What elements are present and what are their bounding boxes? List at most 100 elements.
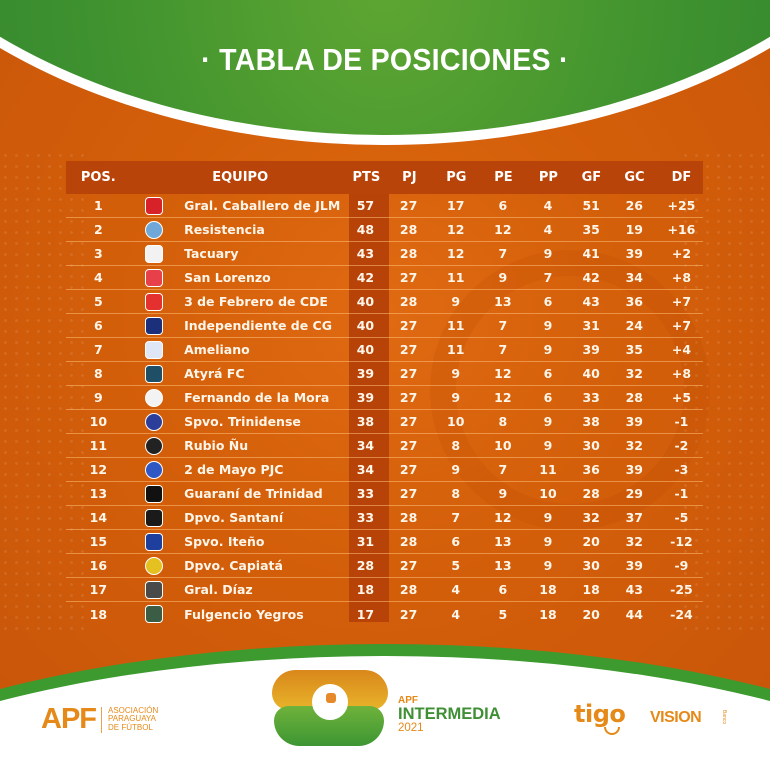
pts-cell: 40 <box>356 294 375 309</box>
team-name-cell: Rubio Ñu <box>184 438 249 453</box>
pj-cell: 28 <box>399 534 418 549</box>
tacuary-crest-icon <box>145 244 164 263</box>
fulgencio-yegros-crest-icon <box>145 605 164 623</box>
pp-cell: 4 <box>543 198 553 213</box>
pj-cell: 27 <box>399 606 418 622</box>
apf-line1: ASOCIACIÓN <box>108 705 159 715</box>
pg-cell: 11 <box>447 342 465 357</box>
pts-cell: 57 <box>356 198 375 213</box>
position-cell: 18 <box>89 606 108 622</box>
position-cell: 15 <box>89 534 108 549</box>
table-row: 14 Dpvo. Santaní 33 28 7 12 9 32 37 -5 <box>66 506 703 530</box>
position-cell: 17 <box>89 582 108 597</box>
team-logo-cell <box>138 484 171 503</box>
gc-cell: 43 <box>625 582 643 597</box>
team-name-cell: Gral. Caballero de JLM <box>184 198 341 213</box>
team-name-cell: Dpvo. Capiatá <box>184 558 283 573</box>
gc-cell: 39 <box>625 414 643 429</box>
pj-cell: 27 <box>399 390 418 405</box>
pj-cell: 27 <box>399 318 418 333</box>
gf-cell: 30 <box>582 558 600 573</box>
pg-cell: 9 <box>451 390 461 405</box>
table-row: 10 Spvo. Trinidense 38 27 10 8 9 38 39 -1 <box>66 410 703 434</box>
gf-cell: 38 <box>582 414 600 429</box>
team-logo-cell <box>138 436 171 455</box>
pp-cell: 9 <box>543 318 553 333</box>
table-header-row: POS. EQUIPO PTS PJ PG PE PP GF GC DF <box>66 161 703 194</box>
gf-cell: 28 <box>582 486 600 501</box>
position-cell: 9 <box>94 390 103 405</box>
table-row: 12 2 de Mayo PJC 34 27 9 7 11 36 39 -3 <box>66 458 703 482</box>
table-row: 8 Atyrá FC 39 27 9 12 6 40 32 +8 <box>66 362 703 386</box>
pg-cell: 5 <box>451 558 461 573</box>
position-cell: 14 <box>89 510 108 525</box>
standings-table: POS. EQUIPO PTS PJ PG PE PP GF GC DF 1 Gr… <box>66 161 703 626</box>
capiata-crest-icon <box>145 556 164 575</box>
gf-cell: 20 <box>582 534 600 549</box>
team-logo-cell <box>138 268 171 287</box>
pe-cell: 10 <box>494 438 512 453</box>
pj-cell: 27 <box>399 414 418 429</box>
pp-cell: 9 <box>543 558 553 573</box>
position-cell: 6 <box>94 318 103 333</box>
col-header-pe: PE <box>494 170 513 185</box>
gf-cell: 30 <box>582 438 600 453</box>
pts-cell: 39 <box>356 390 375 405</box>
team-logo-cell <box>138 292 171 311</box>
gc-cell: 36 <box>625 294 643 309</box>
intermedia-emblem-icon <box>272 670 388 752</box>
pg-cell: 11 <box>447 318 465 333</box>
pg-cell: 10 <box>447 414 465 429</box>
pp-cell: 18 <box>539 582 557 597</box>
gc-cell: 44 <box>625 606 643 622</box>
table-row: 2 Resistencia 48 28 12 12 4 35 19 +16 <box>66 218 703 242</box>
team-logo-cell <box>138 340 171 359</box>
table-row: 1 Gral. Caballero de JLM 57 27 17 6 4 51 26 +25 <box>66 194 703 218</box>
pe-cell: 7 <box>498 342 508 357</box>
team-name-cell: Fernando de la Mora <box>184 390 330 405</box>
team-logo-cell <box>138 244 171 263</box>
gc-cell: 19 <box>625 222 643 237</box>
table-row: 15 Spvo. Iteño 31 28 6 13 9 20 32 -12 <box>66 530 703 554</box>
fernando-de-la-mora-crest-icon <box>145 388 164 407</box>
pj-cell: 27 <box>399 270 418 285</box>
pts-cell: 31 <box>356 534 375 549</box>
pj-cell: 27 <box>399 342 418 357</box>
footer-white-area <box>0 656 770 770</box>
dot-pattern-left <box>0 150 90 630</box>
gc-cell: 28 <box>625 390 643 405</box>
pg-cell: 8 <box>451 486 461 501</box>
col-header-team: EQUIPO <box>212 170 269 185</box>
gc-cell: 37 <box>625 510 643 525</box>
pe-cell: 13 <box>494 534 512 549</box>
santani-crest-icon <box>145 508 164 527</box>
team-name-cell: Dpvo. Santaní <box>184 510 284 525</box>
gf-cell: 43 <box>582 294 600 309</box>
pts-cell: 28 <box>356 558 375 573</box>
pe-cell: 7 <box>498 318 508 333</box>
gc-cell: 39 <box>625 558 643 573</box>
gf-cell: 35 <box>582 222 600 237</box>
df-cell: +4 <box>671 342 692 357</box>
guarani-trinidad-crest-icon <box>145 484 164 503</box>
apf-line2: PARAGUAYA <box>108 714 157 724</box>
ameliano-crest-icon <box>145 340 164 359</box>
pp-cell: 9 <box>543 534 553 549</box>
iteno-crest-icon <box>145 532 164 551</box>
df-cell: +8 <box>671 270 692 285</box>
team-name-cell: Fulgencio Yegros <box>184 606 304 622</box>
table-row: 18 Fulgencio Yegros 17 27 4 5 18 20 44 -24 <box>66 602 703 626</box>
apf-divider <box>101 706 102 733</box>
position-cell: 4 <box>94 270 103 285</box>
pe-cell: 12 <box>494 222 512 237</box>
pts-cell: 39 <box>356 366 375 381</box>
gc-cell: 32 <box>625 438 643 453</box>
col-header-pp: PP <box>538 170 558 185</box>
pp-cell: 9 <box>543 246 553 261</box>
df-cell: -3 <box>674 462 689 477</box>
resistencia-crest-icon <box>145 220 164 239</box>
col-header-pg: PG <box>446 170 467 185</box>
position-cell: 12 <box>89 462 108 477</box>
df-cell: +25 <box>667 198 696 213</box>
pts-cell: 40 <box>356 342 375 357</box>
